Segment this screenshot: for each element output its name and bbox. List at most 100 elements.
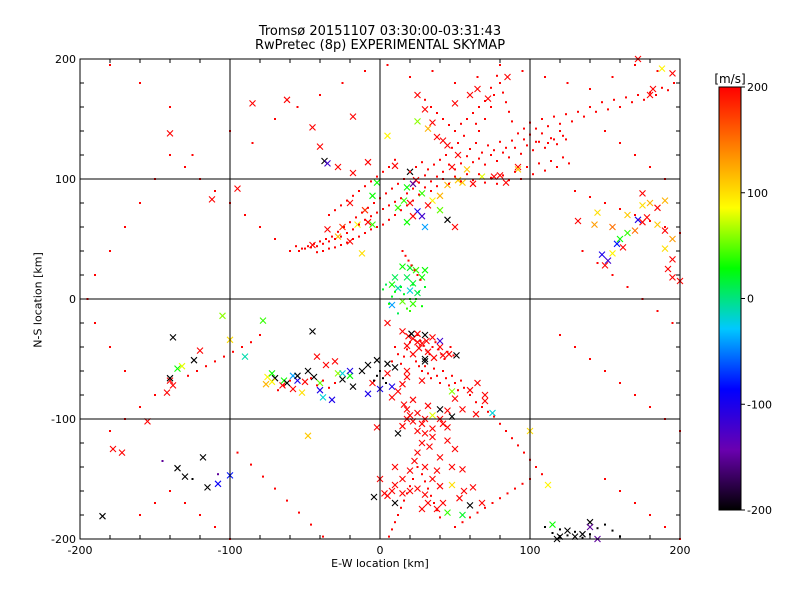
data-point-x: [391, 162, 399, 170]
data-point-dot: [139, 406, 141, 408]
data-point-x: [421, 331, 429, 339]
data-point-dot: [409, 76, 411, 78]
data-point-dot: [526, 166, 528, 168]
data-point-dot: [562, 134, 564, 137]
data-point-dot: [499, 497, 501, 500]
data-point-dot: [442, 370, 444, 372]
data-point-dot: [400, 197, 402, 200]
data-point-dot: [484, 100, 486, 102]
data-point-x: [309, 328, 316, 335]
data-point-dot: [574, 346, 576, 348]
data-point-dot: [424, 98, 426, 101]
data-point-x: [613, 240, 621, 248]
data-point-dot: [626, 286, 629, 288]
data-point-dot: [655, 94, 657, 96]
data-point-dot: [397, 514, 399, 516]
data-point-dot: [457, 389, 459, 392]
data-point-dot: [440, 353, 443, 356]
data-point-dot: [460, 162, 462, 165]
y-axis-label: N-S location [km]: [31, 252, 45, 348]
data-point-x: [409, 300, 417, 308]
data-point-dot: [604, 130, 606, 132]
data-point-x: [313, 353, 321, 360]
data-point-x: [429, 475, 436, 483]
data-point-dot: [430, 494, 432, 497]
data-point-dot: [544, 76, 546, 78]
data-point-x: [444, 509, 451, 516]
data-point-dot: [439, 382, 441, 384]
data-point-dot: [434, 341, 437, 344]
data-point-dot: [388, 204, 390, 207]
data-point-dot: [184, 166, 186, 168]
data-point-x: [609, 250, 616, 257]
data-point-dot: [425, 349, 428, 352]
data-point-dot: [565, 113, 567, 116]
data-point-x: [196, 347, 204, 354]
data-point-dot: [382, 288, 384, 291]
data-point-x: [414, 330, 421, 338]
data-point-dot: [476, 511, 479, 514]
data-point-dot: [445, 377, 447, 380]
data-point-dot: [412, 283, 414, 286]
data-point-dot: [424, 174, 426, 177]
data-point-dot: [358, 235, 360, 238]
data-point-x: [400, 401, 408, 408]
data-point-dot: [376, 175, 378, 178]
data-point-dot: [391, 528, 393, 531]
data-point-x: [463, 166, 471, 173]
data-point-dot: [382, 208, 384, 210]
data-point-x: [591, 221, 598, 228]
data-point-dot: [382, 223, 384, 226]
data-point-x: [466, 502, 474, 509]
data-point-x: [436, 406, 444, 413]
data-point-x: [279, 382, 286, 389]
data-point-x: [403, 342, 411, 350]
data-point-dot: [457, 142, 459, 144]
data-point-dot: [452, 354, 455, 357]
data-point-dot: [541, 132, 543, 135]
data-point-dot: [161, 460, 164, 462]
data-point-x: [421, 355, 429, 363]
data-point-x: [298, 389, 306, 396]
data-point-x: [399, 263, 406, 270]
data-point-dot: [196, 370, 198, 372]
data-point-dot: [376, 374, 378, 377]
data-point-dot: [547, 125, 549, 128]
data-point-dot: [445, 154, 447, 156]
data-point-dot: [611, 529, 614, 532]
data-point-dot: [671, 322, 674, 324]
data-point-x: [234, 185, 241, 192]
data-point-x: [624, 229, 631, 237]
data-point-x: [634, 216, 642, 224]
data-point-x: [426, 443, 433, 450]
data-point-x: [421, 463, 429, 471]
data-point-dot: [334, 246, 336, 249]
data-point-dot: [502, 91, 504, 94]
data-point-dot: [274, 487, 276, 490]
data-point-x: [118, 449, 126, 456]
data-point-dot: [634, 214, 636, 216]
data-point-x: [166, 374, 174, 382]
data-point-dot: [566, 534, 569, 537]
data-point-dot: [217, 473, 219, 476]
data-point-dot: [664, 526, 666, 528]
data-point-x: [166, 377, 174, 384]
data-point-dot: [604, 202, 606, 204]
data-point-x: [373, 179, 381, 186]
data-point-dot: [289, 250, 291, 252]
data-point-x: [436, 206, 444, 214]
data-point-dot: [535, 466, 537, 468]
data-point-x: [415, 344, 423, 352]
data-point-x: [451, 100, 459, 107]
data-point-dot: [556, 143, 558, 146]
data-point-dot: [544, 146, 546, 149]
data-point-dot: [415, 360, 417, 363]
data-point-x: [429, 425, 436, 432]
data-point-dot: [421, 161, 423, 164]
data-point-dot: [370, 215, 372, 218]
data-point-x: [466, 386, 474, 394]
data-point-dot: [484, 506, 486, 509]
data-point-dot: [191, 478, 194, 480]
data-point-x: [423, 337, 430, 345]
data-point-dot: [475, 401, 477, 404]
